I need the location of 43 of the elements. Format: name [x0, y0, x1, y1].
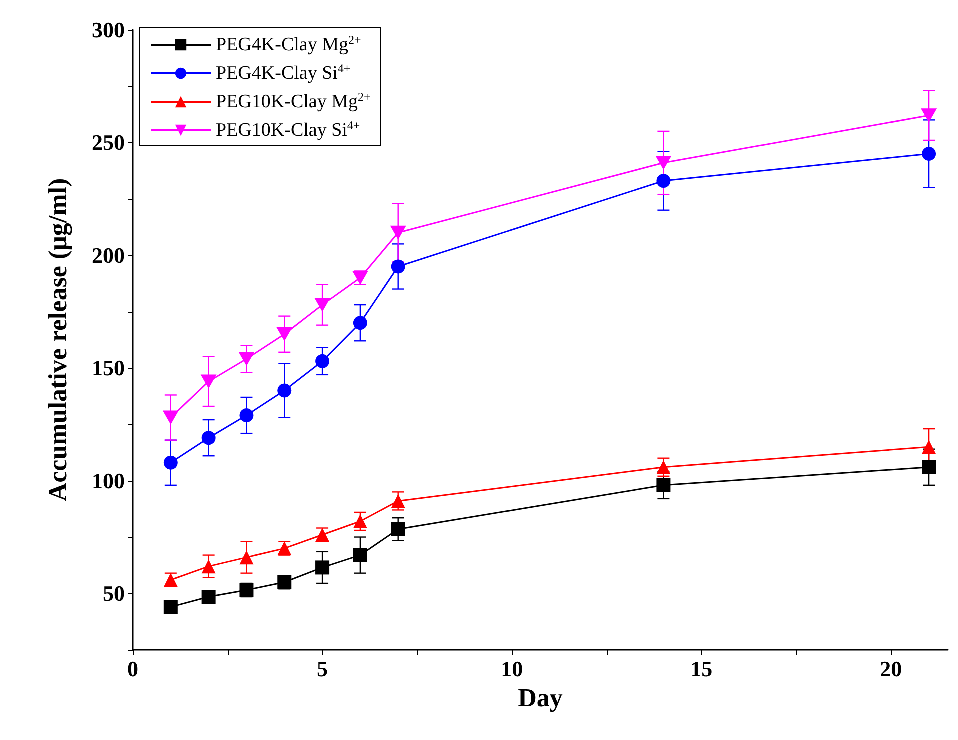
y-tick-label: 100: [92, 468, 125, 494]
point: [240, 408, 254, 423]
y-tick-label: 50: [103, 581, 125, 606]
point: [656, 478, 671, 492]
x-axis-title: Day: [518, 683, 563, 712]
point: [391, 260, 406, 274]
x-tick-label: 5: [317, 656, 328, 682]
y-tick-label: 150: [92, 356, 125, 381]
point: [922, 147, 936, 161]
point: [391, 522, 406, 536]
point: [656, 156, 672, 170]
x-tick-label: 10: [501, 656, 524, 682]
y-tick-label: 250: [92, 130, 125, 156]
y-tick-label: 200: [92, 242, 125, 268]
point: [353, 548, 368, 562]
point: [921, 108, 938, 123]
point: [162, 410, 179, 425]
point: [314, 298, 331, 312]
point: [278, 384, 292, 398]
point: [391, 494, 406, 508]
point: [200, 374, 217, 389]
point: [353, 316, 368, 330]
x-tick-label: 0: [128, 656, 138, 682]
point: [656, 460, 671, 474]
point: [353, 514, 368, 528]
point: [164, 600, 178, 614]
point: [922, 440, 936, 454]
y-axis-title: Accumulative release (μg/ml): [44, 178, 72, 502]
point: [164, 456, 178, 470]
point: [656, 174, 671, 188]
point: [390, 226, 406, 240]
point: [202, 560, 216, 574]
x-tick-label: 15: [690, 656, 713, 682]
point: [316, 560, 330, 575]
y-tick-label: 300: [92, 18, 125, 42]
point: [238, 352, 255, 366]
point: [276, 327, 293, 342]
point: [922, 460, 936, 474]
point: [202, 590, 216, 604]
point: [202, 431, 216, 446]
point: [240, 550, 254, 565]
point: [316, 354, 330, 368]
x-tick-label: 20: [880, 656, 902, 682]
